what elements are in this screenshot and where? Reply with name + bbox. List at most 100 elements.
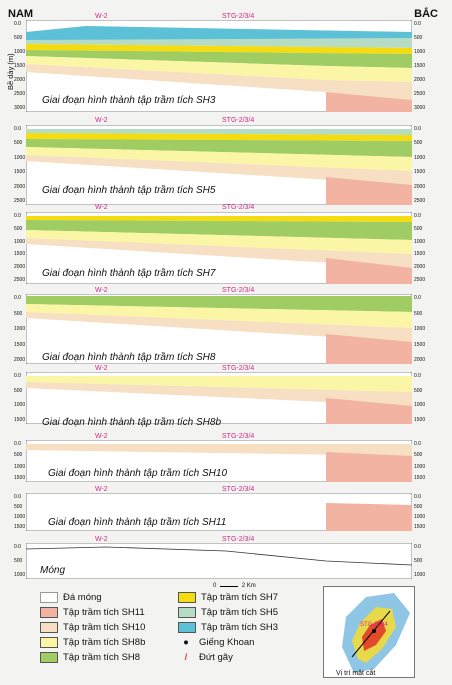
depth-tick-1-right-1: 500: [414, 35, 423, 41]
section-sh11: [26, 493, 412, 531]
depth-tick-1-left-5: 2500: [14, 91, 26, 97]
well-stg-5: STG-2/3/4: [222, 365, 255, 372]
depth-tick-5-left-3: 1500: [14, 417, 26, 423]
scale-mid: 2 Km: [241, 583, 256, 589]
section-sh8: [26, 294, 412, 364]
depth-tick-6-left-1: 500: [14, 452, 23, 459]
depth-tick-4-right-2: 1000: [414, 326, 426, 332]
south-label: NAM: [8, 8, 34, 20]
depth-tick-1-right-6: 3000: [414, 105, 426, 111]
well-stg-6: STG-2/3/4: [222, 433, 255, 440]
section-mong: [26, 543, 412, 579]
depth-tick-1-right-5: 2500: [414, 91, 426, 97]
caption-sh7: Giai đoạn hình thành tập trầm tích SH7: [42, 268, 216, 279]
section-sh3: [26, 20, 412, 112]
depth-tick-4-left-3: 1500: [14, 341, 26, 348]
sh5-swatch: [178, 607, 196, 618]
depth-tick-6-right-3: 1500: [414, 475, 426, 481]
map-well-label: STG-2/3/4: [360, 622, 388, 628]
depth-tick-7-right-0: 0.0: [414, 494, 421, 500]
depth-tick-2-right-5: 2500: [414, 198, 426, 204]
depth-tick-7-left-2: 1000: [14, 514, 26, 520]
depth-tick-8-left-0: 0.0: [14, 544, 21, 550]
map-caption: Vị trí mặt cắt: [336, 670, 376, 677]
well-w2-8: W-2: [95, 536, 108, 543]
depth-tick-3-left-3: 1500: [14, 251, 26, 258]
depth-tick-7-left-1: 500: [14, 504, 23, 510]
caption-sh8: Giai đoạn hình thành tập trầm tích SH8: [42, 352, 216, 363]
depth-tick-3-right-0: 0.0: [414, 213, 421, 219]
depth-tick-1-left-2: 1000: [14, 49, 26, 55]
basement-swatch: [40, 592, 58, 603]
legend-sh8: Tập trầm tích SH8: [40, 652, 140, 663]
depth-tick-5-right-2: 1000: [414, 402, 426, 409]
depth-tick-4-left-4: 2000: [14, 357, 26, 363]
well-stg-4: STG-2/3/4: [222, 287, 255, 294]
depth-tick-1-left-1: 500: [14, 35, 23, 41]
section-sh10: [26, 440, 412, 482]
depth-tick-3-left-1: 500: [14, 225, 23, 232]
fault-line-icon: /: [184, 652, 188, 663]
depth-tick-7-right-3: 1500: [414, 524, 426, 530]
caption-sh8b: Giai đoạn hình thành tập trầm tích SH8b: [42, 417, 221, 428]
legend-fault: / Đứt gãy: [178, 652, 233, 663]
depth-tick-7-left-3: 1500: [14, 524, 26, 530]
depth-tick-4-left-0: 0.0: [14, 295, 21, 301]
depth-tick-2-right-4: 2000: [414, 183, 426, 190]
depth-tick-6-right-0: 0.0: [414, 441, 421, 447]
scale-zero: 0: [213, 583, 217, 589]
well-w2-1: W-2: [95, 13, 108, 20]
legend-sh10: Tập trầm tích SH10: [40, 622, 145, 633]
depth-tick-4-right-0: 0.0: [414, 295, 421, 301]
well-w2-7: W-2: [95, 486, 108, 493]
legend-sh8b: Tập trầm tích SH8b: [40, 637, 145, 648]
depth-tick-3-right-2: 1000: [414, 238, 426, 245]
depth-tick-1-left-6: 3000: [14, 105, 26, 111]
depth-tick-2-left-4: 2000: [14, 183, 26, 190]
depth-tick-8-right-1: 500: [414, 558, 423, 564]
legend-well: ● Giếng Khoan: [178, 637, 254, 648]
sh7-swatch: [178, 592, 196, 603]
sh3-swatch: [178, 622, 196, 633]
well-stg-7: STG-2/3/4: [222, 486, 255, 493]
well-w2-4: W-2: [95, 287, 108, 294]
depth-tick-5-right-0: 0.0: [414, 373, 421, 379]
depth-tick-3-right-5: 2500: [414, 277, 426, 283]
depth-tick-7-left-0: 0.0: [14, 494, 21, 500]
caption-sh5: Giai đoạn hình thành tập trầm tích SH5: [42, 185, 216, 196]
depth-tick-8-right-2: 1000: [414, 572, 426, 578]
well-w2-5: W-2: [95, 365, 108, 372]
well-stg-8: STG-2/3/4: [222, 536, 255, 543]
depth-tick-3-right-4: 2000: [414, 264, 426, 271]
scale-bar: 0 2 Km: [213, 583, 256, 589]
legend-sh3: Tập trầm tích SH3: [178, 622, 278, 633]
depth-tick-6-left-0: 0.0: [14, 441, 21, 447]
depth-tick-3-right-1: 500: [414, 225, 423, 232]
depth-tick-2-right-0: 0.0: [414, 126, 421, 132]
depth-tick-6-right-2: 1000: [414, 463, 426, 470]
depth-tick-5-right-1: 500: [414, 387, 423, 394]
sh10-swatch: [40, 622, 58, 633]
depth-tick-7-right-2: 1000: [414, 514, 426, 520]
well-w2-2: W-2: [95, 117, 108, 124]
depth-tick-3-right-3: 1500: [414, 251, 426, 258]
caption-sh10: Giai đoạn hình thành tập trầm tích SH10: [48, 468, 227, 479]
north-label: BẮC: [414, 8, 438, 20]
depth-tick-5-left-0: 0.0: [14, 373, 21, 379]
depth-tick-4-right-3: 1500: [414, 341, 426, 348]
depth-tick-5-left-2: 1000: [14, 402, 26, 409]
legend-sh11: Tập trầm tích SH11: [40, 607, 145, 618]
section-sh7: [26, 212, 412, 284]
depth-tick-2-left-1: 500: [14, 140, 23, 147]
well-dot-icon: ●: [183, 637, 189, 648]
legend-sh7: Tập trầm tích SH7: [178, 592, 278, 603]
sh8b-swatch: [40, 637, 58, 648]
depth-tick-3-left-0: 0.0: [14, 213, 21, 219]
depth-tick-4-left-2: 1000: [14, 326, 26, 332]
depth-tick-2-left-0: 0.0: [14, 126, 21, 132]
depth-tick-6-left-3: 1500: [14, 475, 26, 481]
legend-sh5: Tập trầm tích SH5: [178, 607, 278, 618]
caption-sh11: Giai đoạn hình thành tập trầm tích SH11: [48, 517, 227, 528]
caption-mong: Móng: [40, 565, 66, 576]
well-stg-2: STG-2/3/4: [222, 117, 255, 124]
